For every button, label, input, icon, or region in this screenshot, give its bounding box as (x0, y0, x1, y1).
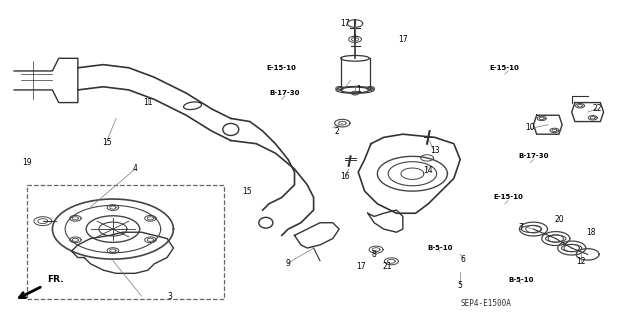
Text: 21: 21 (382, 262, 392, 271)
Text: E-15-10: E-15-10 (493, 195, 523, 200)
Text: 17: 17 (356, 262, 366, 271)
Text: 22: 22 (593, 104, 602, 113)
Text: 8: 8 (372, 250, 376, 259)
Text: 10: 10 (525, 123, 535, 132)
Text: B-5-10: B-5-10 (508, 277, 534, 283)
Text: 20: 20 (554, 215, 564, 224)
Text: 15: 15 (242, 187, 252, 196)
Text: 12: 12 (577, 257, 586, 266)
Text: B-5-10: B-5-10 (427, 245, 452, 251)
Text: 17: 17 (340, 19, 350, 28)
Text: FR.: FR. (47, 275, 64, 285)
Text: 2: 2 (335, 127, 340, 136)
Text: 11: 11 (143, 98, 153, 107)
Text: 4: 4 (132, 165, 138, 174)
Text: 1: 1 (356, 85, 360, 94)
Text: 18: 18 (586, 228, 596, 237)
Text: B-17-30: B-17-30 (269, 90, 300, 96)
Text: 16: 16 (340, 172, 350, 182)
Text: 5: 5 (458, 281, 463, 290)
Text: 7: 7 (518, 223, 523, 232)
Text: 15: 15 (102, 137, 111, 147)
Text: E-15-10: E-15-10 (267, 65, 297, 71)
Text: 6: 6 (461, 255, 466, 263)
Text: E-15-10: E-15-10 (490, 65, 520, 71)
Text: 3: 3 (168, 292, 173, 300)
Text: SEP4-E1500A: SEP4-E1500A (460, 299, 511, 308)
Text: B-17-30: B-17-30 (518, 153, 548, 159)
Text: 14: 14 (424, 166, 433, 175)
Text: 9: 9 (285, 259, 291, 268)
Text: 17: 17 (398, 35, 408, 44)
Text: 19: 19 (22, 158, 32, 167)
Text: 13: 13 (430, 145, 440, 154)
